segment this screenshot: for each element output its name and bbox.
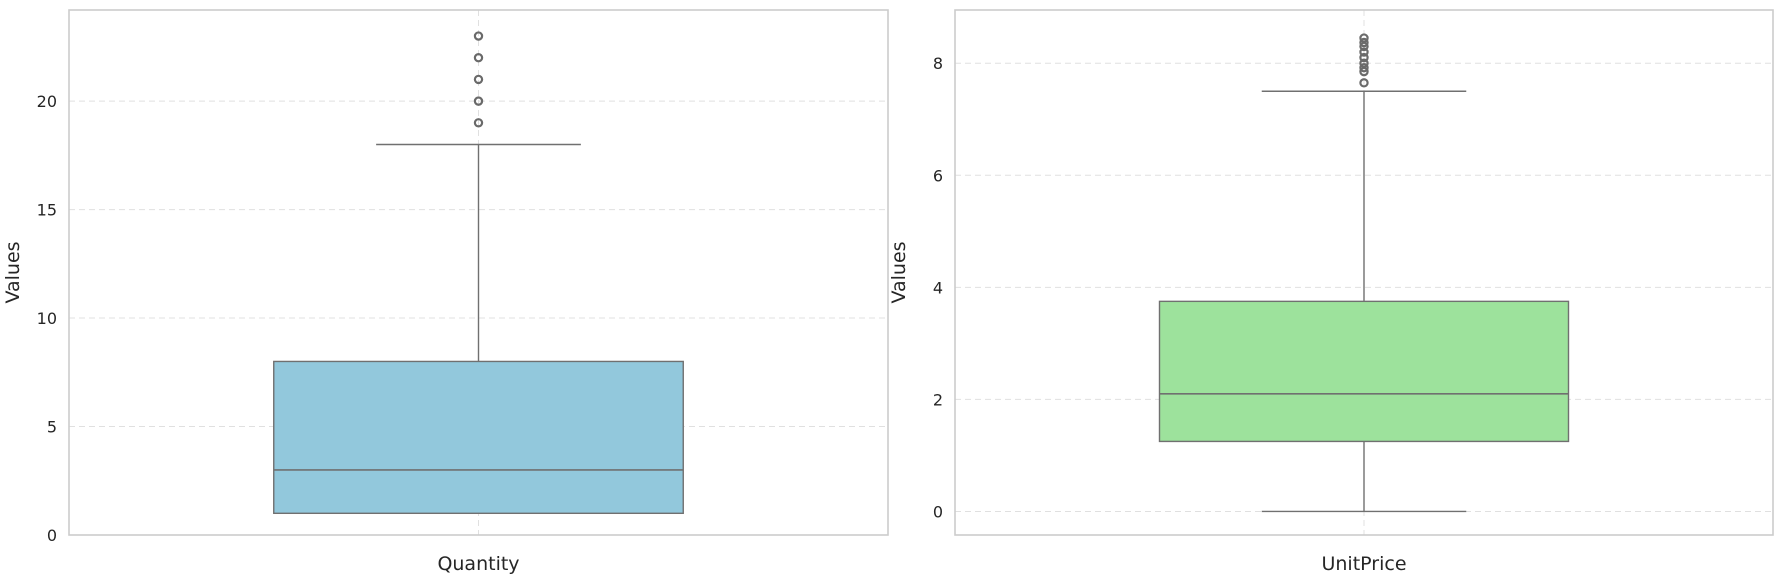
y-tick-label: 10 (37, 309, 57, 328)
outlier-point (1359, 78, 1369, 88)
outlier-point (1359, 47, 1369, 57)
y-axis-label: Values (888, 241, 910, 303)
outlier-point (1359, 63, 1369, 73)
outlier-point (1359, 41, 1369, 52)
box-iqr (1158, 300, 1570, 443)
y-tick-label: 8 (933, 54, 943, 73)
y-tick-label: 4 (933, 278, 943, 297)
outlier-point (1359, 37, 1369, 48)
chart-panel-1: 0 5 10 15 20 Quantity Values (2, 9, 889, 575)
y-tick-label: 5 (47, 418, 57, 437)
plot-frame (68, 9, 889, 536)
plot-frame (954, 9, 1774, 536)
y-tick-label: 6 (933, 166, 943, 185)
y-tick-label: 0 (47, 526, 57, 545)
x-axis-label: Quantity (437, 553, 519, 575)
outlier-point (1359, 66, 1369, 77)
outlier-point (1359, 52, 1369, 63)
outlier-point (473, 118, 484, 128)
outlier-point (473, 74, 484, 85)
outlier-point (1359, 58, 1369, 68)
y-tick-label: 20 (37, 92, 57, 111)
outlier-point (473, 31, 484, 41)
outlier-point (473, 53, 484, 63)
y-axis-label: Values (2, 241, 24, 303)
x-axis-label: UnitPrice (1321, 553, 1406, 575)
chart-panel-2: 0 2 4 6 8 UnitPrice Values (888, 9, 1774, 575)
y-tick-label: 0 (933, 502, 943, 521)
outlier-point (1359, 33, 1369, 43)
outlier-point (473, 96, 484, 106)
y-tick-label: 2 (933, 390, 943, 409)
y-tick-label: 15 (37, 201, 57, 220)
box-iqr (273, 360, 684, 515)
